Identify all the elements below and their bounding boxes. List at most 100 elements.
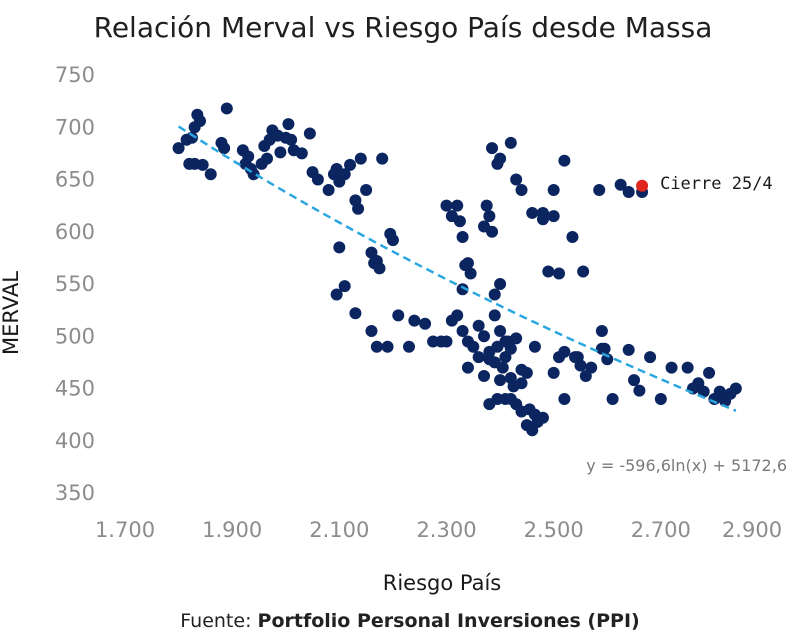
- data-point: [311, 173, 324, 186]
- data-point: [504, 136, 517, 149]
- y-tick-label: 550: [55, 272, 95, 296]
- data-point: [338, 280, 351, 293]
- data-point: [496, 361, 509, 374]
- data-point: [494, 278, 507, 290]
- data-point: [282, 118, 295, 131]
- data-points: [172, 102, 742, 437]
- data-point: [515, 183, 528, 196]
- data-point: [386, 234, 399, 247]
- data-point: [488, 288, 501, 301]
- data-point: [365, 325, 378, 338]
- data-point: [188, 157, 201, 170]
- data-point: [558, 345, 571, 358]
- data-point: [440, 199, 453, 212]
- data-point: [464, 267, 477, 280]
- data-point: [536, 213, 549, 226]
- data-point: [408, 314, 421, 327]
- data-point: [220, 102, 233, 115]
- chart-title: Relación Merval vs Riesgo País desde Mas…: [94, 11, 713, 44]
- trendline: [177, 125, 737, 412]
- data-point: [451, 309, 464, 322]
- data-point: [566, 230, 579, 243]
- data-point: [628, 374, 641, 387]
- data-point: [467, 340, 480, 353]
- x-tick-label: 2.500: [524, 518, 584, 542]
- data-point: [486, 142, 499, 155]
- data-point: [338, 168, 351, 181]
- y-tick-label: 400: [55, 429, 95, 453]
- data-point: [558, 154, 571, 167]
- x-tick-label: 2.300: [416, 518, 476, 542]
- data-point: [295, 147, 308, 160]
- data-point: [478, 330, 491, 343]
- data-point: [480, 199, 493, 212]
- data-point: [542, 265, 555, 278]
- data-point: [453, 215, 466, 228]
- x-tick-label: 2.100: [309, 518, 369, 542]
- y-axis-ticks: 350 400 450 500 550 600 650 700 750: [55, 63, 95, 505]
- y-tick-label: 650: [55, 168, 95, 192]
- data-point: [402, 340, 415, 353]
- data-point: [622, 186, 635, 199]
- y-tick-label: 700: [55, 115, 95, 139]
- data-point: [352, 202, 365, 215]
- data-point: [528, 340, 541, 353]
- data-point: [486, 225, 499, 238]
- data-point: [510, 173, 523, 186]
- y-tick-label: 600: [55, 220, 95, 244]
- data-point: [285, 133, 298, 146]
- data-point: [451, 199, 464, 212]
- data-point: [665, 361, 678, 374]
- y-tick-label: 450: [55, 377, 95, 401]
- data-point: [354, 152, 367, 165]
- data-point: [595, 342, 608, 355]
- data-point: [392, 309, 405, 322]
- data-point: [622, 343, 635, 356]
- data-point: [472, 351, 485, 364]
- x-tick-label: 2.700: [631, 518, 691, 542]
- y-tick-label: 350: [55, 481, 95, 505]
- data-point: [322, 183, 335, 196]
- data-point: [194, 114, 207, 127]
- data-point: [536, 411, 549, 424]
- data-point: [494, 325, 507, 338]
- data-point: [595, 325, 608, 338]
- data-point: [515, 377, 528, 390]
- data-point: [547, 366, 560, 379]
- data-point: [472, 319, 485, 332]
- x-axis-label: Riesgo País: [383, 571, 502, 595]
- data-point: [494, 152, 507, 165]
- data-point: [547, 183, 560, 196]
- data-point: [456, 283, 469, 296]
- data-point: [491, 340, 504, 353]
- data-point: [349, 307, 362, 320]
- data-point: [681, 361, 694, 374]
- source-prefix: Fuente:: [180, 610, 257, 632]
- data-point: [274, 146, 287, 159]
- data-point: [494, 374, 507, 387]
- y-tick-label: 500: [55, 324, 95, 348]
- data-point: [478, 369, 491, 382]
- data-point: [381, 340, 394, 353]
- data-point: [242, 150, 255, 163]
- data-point: [218, 142, 231, 155]
- data-point: [593, 183, 606, 196]
- annotation-marker: [636, 179, 649, 192]
- data-point: [461, 361, 474, 374]
- data-point: [370, 340, 383, 353]
- data-point: [654, 392, 667, 405]
- data-point: [601, 353, 614, 366]
- data-point: [606, 392, 619, 405]
- data-point: [633, 384, 646, 397]
- x-tick-label: 1.700: [95, 518, 155, 542]
- data-point: [456, 230, 469, 243]
- data-point: [185, 131, 198, 144]
- data-point: [461, 257, 474, 270]
- data-point: [547, 210, 560, 223]
- annotation-label: Cierre 25/4: [660, 174, 773, 194]
- data-point: [172, 142, 185, 155]
- data-point: [456, 325, 469, 338]
- data-point: [729, 382, 742, 395]
- source-name: Portfolio Personal Inversiones (PPI): [258, 610, 640, 632]
- data-point: [483, 210, 496, 223]
